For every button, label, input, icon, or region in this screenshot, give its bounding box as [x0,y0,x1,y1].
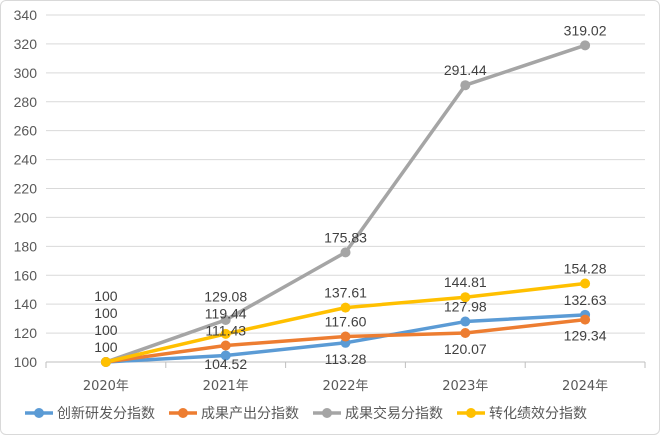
data-label: 119.44 [205,305,247,321]
data-label: 100 [94,305,118,321]
data-point [460,80,471,91]
data-point [580,40,591,51]
data-label: 100 [94,339,118,355]
data-point [100,357,111,367]
data-point [460,327,471,338]
data-label: 129.08 [204,288,247,304]
data-point [220,350,231,361]
data-label: 129.34 [564,328,607,344]
y-tick-label: 100 [14,354,38,370]
data-point [220,340,231,351]
data-label: 120.07 [444,341,487,357]
x-tick-label: 2023年 [442,379,488,394]
data-label: 132.63 [564,292,607,308]
legend-label: 成果交易分指数 [345,405,443,422]
y-tick-label: 240 [14,152,38,168]
y-tick-label: 260 [14,123,38,139]
y-tick-label: 200 [14,209,38,225]
x-tick-label: 2022年 [322,379,368,394]
data-label: 113.28 [325,351,367,367]
data-label: 100 [94,288,118,304]
data-point [220,314,231,325]
data-point [580,278,591,289]
x-tick-label: 2024年 [562,379,608,394]
data-point [220,328,231,339]
data-label: 111.43 [205,322,246,338]
x-tick-label: 2021年 [203,379,249,394]
y-tick-label: 160 [14,267,38,283]
data-point [340,331,351,342]
legend-marker [322,408,332,418]
y-tick-label: 140 [14,296,38,312]
data-label: 117.60 [325,314,367,330]
data-label: 319.02 [564,22,607,38]
y-tick-label: 220 [14,181,38,197]
data-label: 144.81 [444,274,487,290]
y-tick-label: 280 [14,94,38,110]
data-point [340,302,351,313]
y-tick-label: 340 [14,7,38,23]
data-point [580,314,591,325]
y-tick-label: 180 [14,238,38,254]
data-point [460,316,471,327]
legend-marker [466,408,476,418]
legend-marker [34,408,44,418]
y-tick-label: 120 [14,325,38,341]
data-label: 127.98 [444,299,487,315]
legend-label: 转化绩效分指数 [489,406,587,422]
data-label: 104.52 [204,356,247,372]
data-label: 137.61 [324,285,367,301]
y-tick-label: 320 [14,36,38,52]
data-label: 291.44 [444,62,487,78]
data-label: 175.83 [324,229,367,245]
legend-label: 创新研发分指数 [57,406,155,422]
x-tick-label: 2020年 [83,379,129,394]
legend-marker [178,408,188,418]
data-label: 154.28 [564,261,607,277]
data-point [460,292,471,303]
data-point [340,247,351,258]
data-label: 100 [94,322,118,338]
legend-label: 成果产出分指数 [201,406,299,422]
y-tick-label: 300 [14,65,38,81]
